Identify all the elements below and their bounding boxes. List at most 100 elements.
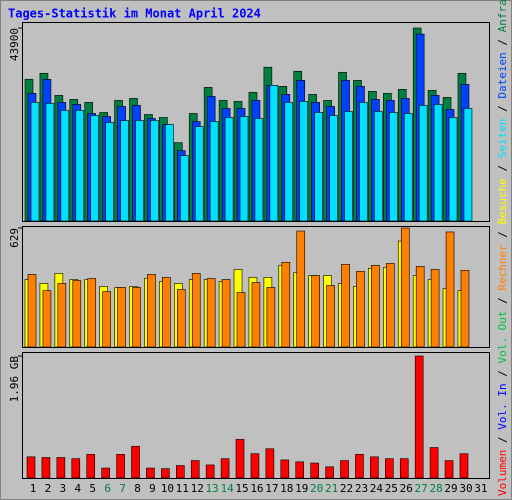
bar — [72, 280, 82, 348]
bar — [433, 104, 443, 222]
bar — [386, 263, 395, 348]
y-tick-label: 43900 — [8, 28, 21, 61]
bar — [224, 117, 234, 222]
bar — [235, 439, 245, 479]
bar — [191, 273, 201, 348]
bar — [71, 458, 81, 479]
bar — [299, 101, 309, 222]
x-tick-label: 30 — [459, 482, 472, 495]
bar — [30, 102, 40, 222]
bar — [296, 230, 306, 348]
bar — [75, 110, 85, 222]
legend-entry: Rechner — [496, 244, 509, 291]
x-tick-label: 18 — [280, 482, 293, 495]
bar — [359, 102, 368, 222]
x-tick-label: 31 — [474, 482, 487, 495]
x-tick-label: 7 — [119, 482, 126, 495]
bar — [132, 287, 141, 348]
bar — [374, 111, 383, 222]
x-tick-label: 3 — [60, 482, 67, 495]
bar — [150, 120, 159, 222]
x-tick-label: 29 — [444, 482, 457, 495]
bar — [220, 458, 230, 479]
x-tick-label: 24 — [370, 482, 384, 495]
bar — [120, 120, 129, 222]
bar — [180, 155, 189, 222]
bar — [42, 290, 52, 348]
bar — [221, 279, 231, 348]
bar — [236, 292, 246, 348]
x-tick-label: 8 — [134, 482, 141, 495]
bar — [329, 115, 338, 222]
bar — [177, 289, 186, 348]
bar — [403, 113, 413, 222]
bar — [45, 103, 55, 222]
bar — [400, 227, 410, 348]
legend-separator: / — [496, 364, 509, 384]
bar — [176, 465, 185, 479]
bar — [444, 460, 454, 479]
bar — [295, 461, 305, 479]
bar — [41, 457, 51, 479]
bar — [60, 110, 70, 222]
y-tick-label: 1.96 GB — [8, 356, 21, 403]
bar — [399, 458, 409, 479]
x-tick-label: 23 — [355, 482, 368, 495]
bar — [105, 122, 114, 222]
x-tick-label: 26 — [400, 482, 413, 495]
bar — [418, 105, 428, 222]
bar — [194, 126, 204, 222]
bar — [310, 462, 319, 479]
x-tick-label: 6 — [104, 482, 111, 495]
x-tick-label: 1 — [30, 482, 37, 495]
x-tick-label: 21 — [325, 482, 338, 495]
x-tick-label: 22 — [340, 482, 353, 495]
bar — [341, 264, 350, 348]
bar — [389, 112, 398, 222]
bar — [459, 453, 469, 479]
bar — [165, 124, 174, 222]
bar — [314, 112, 323, 222]
x-tick-label: 14 — [220, 482, 234, 495]
legend-entry: Vol. Out — [496, 311, 509, 364]
x-tick-label: 15 — [235, 482, 248, 495]
legend-separator: / — [496, 32, 509, 52]
bar — [101, 467, 110, 479]
bar — [205, 464, 215, 479]
bar — [356, 271, 365, 348]
bar — [161, 468, 170, 479]
bar — [448, 117, 458, 222]
bar — [209, 121, 219, 222]
bar — [284, 102, 294, 222]
bar — [344, 111, 353, 222]
x-tick-label: 11 — [176, 482, 189, 495]
bar — [370, 456, 379, 479]
bar — [56, 457, 66, 479]
x-tick-label: 19 — [295, 482, 308, 495]
legend-separator: / — [496, 430, 509, 450]
bar — [206, 278, 216, 348]
bar — [265, 448, 275, 479]
chart-title: Tages-Statistik im Monat April 2024 — [8, 7, 261, 21]
bar — [135, 120, 144, 222]
x-tick-label: 4 — [74, 482, 81, 495]
bar — [116, 454, 125, 479]
bar — [281, 261, 291, 348]
bar — [355, 454, 364, 479]
x-tick-label: 17 — [265, 482, 278, 495]
legend-separator: / — [496, 291, 509, 311]
bar — [266, 287, 276, 348]
bar — [429, 447, 439, 479]
bar — [326, 285, 335, 348]
bar — [250, 453, 260, 479]
legend-entry: Seiten — [496, 118, 509, 158]
bar — [251, 282, 261, 348]
bar — [415, 266, 425, 348]
bar — [90, 115, 100, 222]
bar — [311, 275, 320, 348]
bar — [254, 118, 264, 222]
bar — [131, 445, 140, 479]
bar — [162, 277, 171, 348]
legend-entry: Besuche — [496, 178, 509, 224]
